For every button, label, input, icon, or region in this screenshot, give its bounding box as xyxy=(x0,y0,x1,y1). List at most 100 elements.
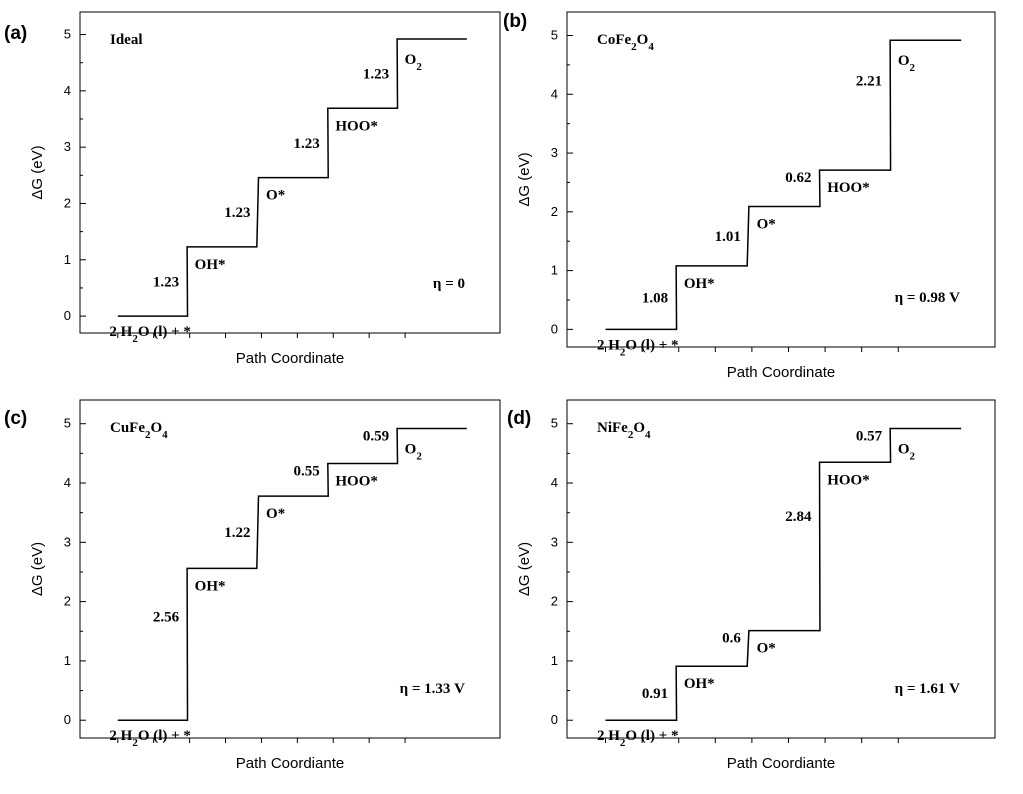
species-text: 2 H xyxy=(597,728,620,744)
energy-step-path xyxy=(605,427,962,721)
y-tick-label: 1 xyxy=(551,263,558,278)
species-text: O* xyxy=(266,506,285,522)
plot-frame xyxy=(79,11,501,334)
y-tick-label: 1 xyxy=(551,653,558,668)
step-energy-label: 0.6 xyxy=(722,631,741,647)
y-tick-label: 5 xyxy=(64,416,71,431)
species-label: 2 H2O (l) + * xyxy=(597,337,679,358)
title-text: CoFe xyxy=(597,32,631,48)
species-text: OH* xyxy=(684,276,715,292)
panel-letter: (c) xyxy=(4,408,27,429)
step-energy-label: 1.23 xyxy=(363,67,389,83)
y-tick-label: 0 xyxy=(64,712,71,727)
species-subscript: 2 xyxy=(132,737,138,749)
y-axis-title: ΔG (eV) xyxy=(516,542,533,596)
species-text: OH* xyxy=(684,676,715,692)
title-text: NiFe xyxy=(597,420,628,436)
title-text: O xyxy=(637,32,649,48)
x-axis-title: Path Coordinate xyxy=(727,364,835,381)
title-subscript: 4 xyxy=(648,41,654,53)
species-subscript: 2 xyxy=(620,737,626,749)
y-tick-label: 4 xyxy=(551,475,558,490)
species-text: 2 H xyxy=(109,324,132,340)
species-label: OH* xyxy=(684,276,715,292)
species-label: 2 H2O (l) + * xyxy=(109,324,191,345)
species-text: O (l) + * xyxy=(625,728,678,744)
step-energy-label: 0.59 xyxy=(363,428,389,444)
panel-letter: (b) xyxy=(503,11,527,32)
species-subscript: 2 xyxy=(416,450,422,462)
step-energy-label: 1.01 xyxy=(715,229,741,245)
step-energy-label: 0.55 xyxy=(294,463,320,479)
plot-frame xyxy=(79,399,501,739)
species-label: O2 xyxy=(405,441,423,462)
species-label: O* xyxy=(757,641,776,657)
step-energy-label: 1.23 xyxy=(294,136,320,152)
y-tick-label: 2 xyxy=(64,195,71,210)
species-text: O (l) + * xyxy=(625,337,678,353)
y-tick-label: 3 xyxy=(64,534,71,549)
species-label: O* xyxy=(757,217,776,233)
species-label: 2 H2O (l) + * xyxy=(109,728,191,749)
x-axis-title: Path Coordiante xyxy=(236,755,344,772)
species-text: HOO* xyxy=(335,118,378,134)
species-text: O xyxy=(405,441,417,457)
species-label: OH* xyxy=(195,257,226,273)
y-tick-label: 1 xyxy=(64,252,71,267)
y-tick-label: 0 xyxy=(551,712,558,727)
species-label: HOO* xyxy=(827,472,870,488)
species-label: OH* xyxy=(684,676,715,692)
species-label: HOO* xyxy=(335,473,378,489)
y-tick-label: 2 xyxy=(551,204,558,219)
energy-step-path xyxy=(117,427,467,721)
species-subscript: 2 xyxy=(416,61,422,73)
title-subscript: 2 xyxy=(631,41,637,53)
species-subscript: 2 xyxy=(620,346,626,358)
title-subscript: 2 xyxy=(145,429,151,441)
species-label: O2 xyxy=(898,441,916,462)
y-tick-label: 0 xyxy=(64,308,71,323)
step-energy-label: 2.56 xyxy=(153,610,180,626)
title-subscript: 2 xyxy=(628,429,634,441)
species-label: O2 xyxy=(405,52,423,73)
y-tick-label: 3 xyxy=(551,145,558,160)
energy-step-path xyxy=(605,39,962,331)
y-tick-label: 2 xyxy=(64,594,71,609)
species-text: OH* xyxy=(195,578,226,594)
y-tick-label: 3 xyxy=(551,534,558,549)
y-tick-label: 5 xyxy=(551,28,558,43)
title-subscript: 4 xyxy=(645,429,651,441)
x-axis-title: Path Coordiante xyxy=(727,755,835,772)
species-text: O (l) + * xyxy=(138,324,191,340)
species-label: O* xyxy=(266,506,285,522)
step-energy-label: 2.84 xyxy=(785,509,812,525)
species-label: O2 xyxy=(898,53,916,74)
title-subscript: 4 xyxy=(162,429,168,441)
species-text: O (l) + * xyxy=(138,728,191,744)
y-tick-label: 4 xyxy=(64,83,71,98)
species-subscript: 2 xyxy=(132,333,138,345)
species-label: HOO* xyxy=(335,118,378,134)
y-tick-label: 4 xyxy=(551,86,558,101)
y-tick-label: 5 xyxy=(64,27,71,42)
species-subscript: 2 xyxy=(910,450,916,462)
species-text: HOO* xyxy=(335,473,378,489)
panel-title: CoFe2O4 xyxy=(597,32,654,53)
panel-letter: (a) xyxy=(4,23,27,44)
title-text: O xyxy=(633,420,645,436)
plot-frame xyxy=(566,399,996,739)
step-energy-label: 1.08 xyxy=(642,291,668,307)
y-axis-title: ΔG (eV) xyxy=(29,542,46,596)
species-label: 2 H2O (l) + * xyxy=(597,728,679,749)
y-tick-label: 4 xyxy=(64,475,71,490)
species-text: OH* xyxy=(195,257,226,273)
y-axis-title: ΔG (eV) xyxy=(516,152,533,206)
y-tick-label: 2 xyxy=(551,594,558,609)
panel-title: CuFe2O4 xyxy=(110,420,168,441)
title-text: O xyxy=(151,420,163,436)
y-tick-label: 3 xyxy=(64,139,71,154)
species-text: O xyxy=(898,441,910,457)
